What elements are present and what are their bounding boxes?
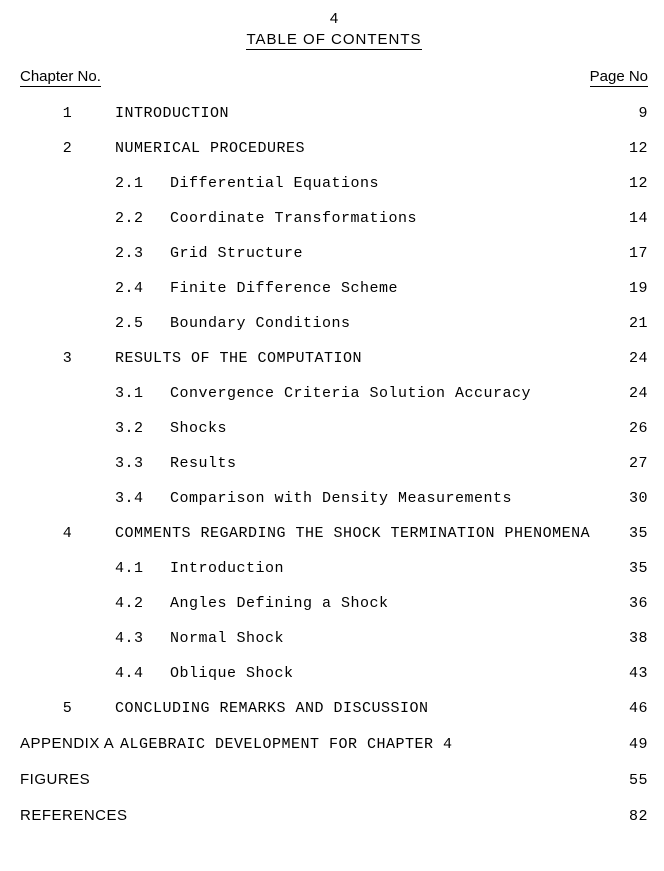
section-number: 4.2 (115, 595, 170, 612)
entry-page: 14 (608, 210, 648, 227)
toc-row: 1INTRODUCTION9 (20, 105, 648, 122)
entry-title: Oblique Shock (170, 665, 608, 682)
chapter-number: 5 (20, 700, 115, 717)
section-number: 2.5 (115, 315, 170, 332)
chapter-number: 1 (20, 105, 115, 122)
entry-title: ALGEBRAIC DEVELOPMENT FOR CHAPTER 4 (120, 736, 608, 753)
entry-page: 36 (608, 595, 648, 612)
column-headers: Chapter No. Page No (20, 68, 648, 87)
entry-title: Convergence Criteria Solution Accuracy (170, 385, 608, 402)
entry-page: 24 (608, 385, 648, 402)
entry-page: 30 (608, 490, 648, 507)
entry-title: Introduction (170, 560, 608, 577)
entry-page: 43 (608, 665, 648, 682)
toc-row: 2.4Finite Difference Scheme19 (20, 280, 648, 297)
appendix-label: APPENDIX A (20, 735, 120, 752)
toc-row: 2.2Coordinate Transformations14 (20, 210, 648, 227)
chapter-number: 3 (20, 350, 115, 367)
entry-page: 19 (608, 280, 648, 297)
toc-title-text: TABLE OF CONTENTS (246, 31, 421, 50)
entry-title: Angles Defining a Shock (170, 595, 608, 612)
section-number: 3.2 (115, 420, 170, 437)
entry-page: 35 (608, 525, 648, 542)
entry-title: Coordinate Transformations (170, 210, 608, 227)
appendix-label: FIGURES (20, 771, 120, 788)
entry-page: 26 (608, 420, 648, 437)
toc-row: 3.2Shocks26 (20, 420, 648, 437)
entry-page: 27 (608, 455, 648, 472)
entry-page: 12 (608, 175, 648, 192)
entry-page: 55 (608, 772, 648, 789)
entry-title: INTRODUCTION (115, 105, 608, 122)
section-number: 2.3 (115, 245, 170, 262)
toc-row: 2.1Differential Equations12 (20, 175, 648, 192)
entry-title: Grid Structure (170, 245, 608, 262)
entry-title: Differential Equations (170, 175, 608, 192)
chapter-number: 2 (20, 140, 115, 157)
entry-page: 9 (608, 105, 648, 122)
entry-page: 21 (608, 315, 648, 332)
toc-row: 4.3Normal Shock38 (20, 630, 648, 647)
toc-row: 5CONCLUDING REMARKS AND DISCUSSION46 (20, 700, 648, 717)
section-number: 2.4 (115, 280, 170, 297)
toc-row: APPENDIX AALGEBRAIC DEVELOPMENT FOR CHAP… (20, 735, 648, 753)
toc-row: 3.1Convergence Criteria Solution Accurac… (20, 385, 648, 402)
toc-row: 4.4Oblique Shock43 (20, 665, 648, 682)
toc-row: 3.3Results27 (20, 455, 648, 472)
entry-title: NUMERICAL PROCEDURES (115, 140, 608, 157)
section-number: 3.1 (115, 385, 170, 402)
toc-row: 4.1Introduction35 (20, 560, 648, 577)
entry-page: 49 (608, 736, 648, 753)
section-number: 4.3 (115, 630, 170, 647)
toc-row: 4COMMENTS REGARDING THE SHOCK TERMINATIO… (20, 525, 648, 542)
appendix-label: REFERENCES (20, 807, 120, 824)
entry-page: 17 (608, 245, 648, 262)
page-number: 4 (20, 10, 648, 27)
entry-title: RESULTS OF THE COMPUTATION (115, 350, 608, 367)
header-page-no: Page No (590, 68, 648, 87)
entry-page: 38 (608, 630, 648, 647)
toc-row: 2NUMERICAL PROCEDURES12 (20, 140, 648, 157)
toc-row: REFERENCES 82 (20, 807, 648, 825)
entry-page: 12 (608, 140, 648, 157)
entry-title: Boundary Conditions (170, 315, 608, 332)
entry-title: Normal Shock (170, 630, 608, 647)
entry-page: 24 (608, 350, 648, 367)
entry-title: Shocks (170, 420, 608, 437)
section-number: 4.4 (115, 665, 170, 682)
toc-row: 3RESULTS OF THE COMPUTATION24 (20, 350, 648, 367)
header-chapter-no: Chapter No. (20, 68, 101, 87)
entry-title: Comparison with Density Measurements (170, 490, 608, 507)
toc-title: TABLE OF CONTENTS (20, 31, 648, 48)
section-number: 3.4 (115, 490, 170, 507)
section-number: 3.3 (115, 455, 170, 472)
entry-page: 82 (608, 808, 648, 825)
entry-title: Results (170, 455, 608, 472)
entry-title: CONCLUDING REMARKS AND DISCUSSION (115, 700, 608, 717)
entry-title: COMMENTS REGARDING THE SHOCK TERMINATION… (115, 525, 608, 542)
entry-page: 35 (608, 560, 648, 577)
section-number: 2.2 (115, 210, 170, 227)
section-number: 2.1 (115, 175, 170, 192)
chapter-number: 4 (20, 525, 115, 542)
toc-row: 2.5Boundary Conditions21 (20, 315, 648, 332)
entry-page: 46 (608, 700, 648, 717)
toc-body: 1INTRODUCTION92NUMERICAL PROCEDURES122.1… (20, 105, 648, 825)
section-number: 4.1 (115, 560, 170, 577)
entry-title: Finite Difference Scheme (170, 280, 608, 297)
toc-row: 3.4Comparison with Density Measurements3… (20, 490, 648, 507)
toc-row: 4.2Angles Defining a Shock36 (20, 595, 648, 612)
toc-row: FIGURES 55 (20, 771, 648, 789)
toc-row: 2.3Grid Structure17 (20, 245, 648, 262)
